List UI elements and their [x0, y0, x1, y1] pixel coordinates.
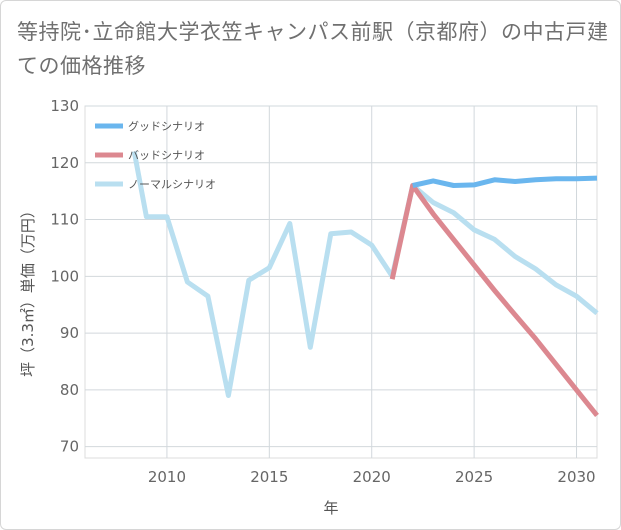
y-tick-label: 70 [60, 438, 79, 456]
legend-label: グッドシナリオ [128, 119, 205, 133]
axis-ticks: 70 80 90 100 110 120 130 2010 2015 2020 2025 2030 [50, 97, 595, 486]
grid [84, 105, 598, 459]
series-line-1 [412, 175, 598, 188]
y-tick-label: 130 [50, 97, 79, 115]
legend-label: バッドシナリオ [128, 149, 205, 162]
y-tick-label: 80 [60, 381, 79, 399]
series-line-2 [389, 183, 599, 417]
x-tick-label: 2030 [557, 468, 595, 486]
y-axis-label: 坪（3.3㎡）単価（万円） [19, 203, 37, 377]
y-tick-label: 110 [50, 211, 79, 229]
series-line-3 [131, 150, 599, 398]
series-lines [131, 150, 599, 417]
legend-label: ノーマルシナリオ [128, 178, 216, 191]
y-tick-label: 120 [50, 154, 79, 172]
x-axis-label: 年 [323, 499, 338, 517]
x-tick-label: 2015 [250, 468, 288, 486]
y-tick-label: 90 [60, 324, 79, 342]
x-tick-label: 2020 [353, 468, 391, 486]
x-tick-label: 2025 [455, 468, 493, 486]
chart-title: 等持院･立命館大学衣笠キャンパス前駅（京都府）の中古戸建ての価格推移 [17, 20, 609, 78]
x-tick-label: 2010 [148, 468, 186, 486]
y-tick-label: 100 [50, 267, 79, 285]
